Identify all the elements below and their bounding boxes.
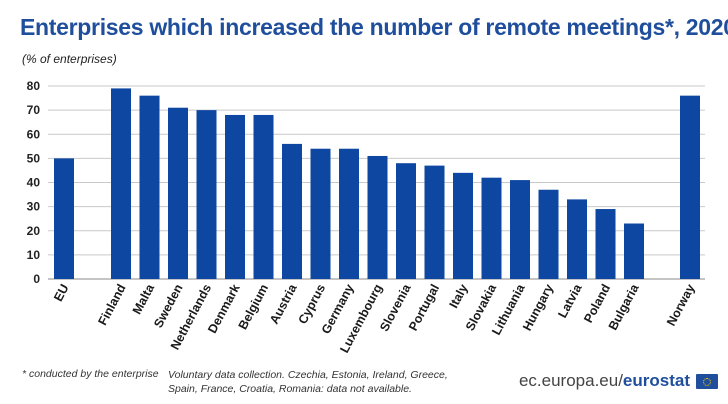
y-tick-label: 80 [27,79,41,93]
bar-bulgaria [624,223,644,279]
y-tick-label: 20 [27,224,41,238]
bar-sweden [168,107,188,280]
bar-luxembourg [367,155,388,279]
bar-denmark [225,114,245,279]
bar-norway [680,95,700,280]
bar-hungary [538,189,559,279]
x-tick-label: Malta [130,281,158,317]
bar-eu [54,158,74,279]
bar-austria [282,143,302,279]
source-domain: ec.europa.eu/ [518,371,623,390]
bar-germany [339,148,359,279]
x-tick-label: Latvia [555,281,585,320]
eu-flag-icon [696,374,718,389]
y-tick-label: 70 [27,103,41,117]
y-tick-label: 30 [27,200,41,214]
bar-slovakia [481,177,502,279]
x-tick-label: Italy [447,282,471,311]
bar-slovenia [396,163,416,279]
bar-lithuania [510,180,530,279]
y-tick-label: 10 [27,248,41,262]
chart-subtitle: (% of enterprises) [22,52,117,66]
bar-portugal [424,165,445,279]
bar-belgium [253,114,274,279]
y-tick-label: 40 [27,176,41,190]
bar-poland [595,209,616,279]
x-tick-label: EU [51,282,72,304]
chart-title: Enterprises which increased the number o… [20,14,728,40]
source-credit: ec.europa.eu/eurostat [519,371,690,391]
bar-finland [111,88,131,279]
x-tick-label: Norway [664,282,698,328]
bar-malta [139,95,160,280]
y-tick-label: 50 [27,151,41,165]
y-tick-label: 0 [33,272,40,286]
y-tick-label: 60 [27,127,41,141]
bar-latvia [567,199,587,279]
x-tick-label: Finland [95,282,128,328]
footnote: * conducted by the enterprise [22,368,159,380]
x-tick-label: Poland [581,282,613,325]
source-brand: eurostat [622,371,690,390]
bar-italy [453,172,473,279]
bar-netherlands [196,110,217,279]
bar-cyprus [310,148,331,279]
data-note: Voluntary data collection. Czechia, Esto… [168,369,448,395]
